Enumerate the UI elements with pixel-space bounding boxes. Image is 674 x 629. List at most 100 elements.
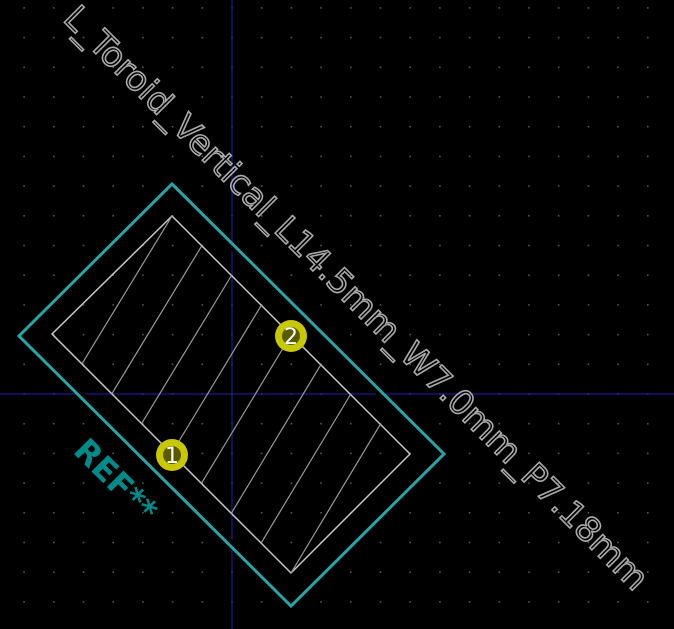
grid-dot: [557, 541, 560, 544]
grid-dot: [617, 7, 619, 9]
grid-dot: [557, 36, 560, 39]
grid-dot: [557, 304, 560, 306]
grid-dot: [439, 304, 441, 306]
grid-dot: [379, 185, 382, 187]
grid-dot: [647, 601, 649, 603]
grid-dot: [112, 333, 114, 336]
grid-dot: [82, 155, 85, 158]
grid-dot: [498, 244, 501, 247]
grid-dot: [379, 452, 382, 455]
grid-dot: [53, 155, 55, 158]
grid-dot: [201, 36, 204, 39]
grid-dot: [468, 482, 471, 484]
grid-dot: [439, 36, 441, 39]
grid-dot: [587, 244, 590, 247]
grid-dot: [647, 571, 649, 573]
grid-dot: [260, 274, 263, 276]
grid-dot: [82, 482, 85, 484]
grid-dot: [350, 571, 352, 573]
grid-dot: [53, 422, 55, 425]
grid-dot: [468, 36, 471, 39]
grid-dot: [498, 185, 501, 187]
grid-dot: [201, 96, 204, 98]
grid-dot: [617, 244, 619, 247]
grid-dot: [112, 482, 114, 484]
grid-dot: [260, 482, 263, 484]
reference-designator[interactable]: REF**: [66, 431, 165, 530]
grid-dot: [260, 333, 263, 336]
grid-dot: [23, 541, 25, 544]
grid-dot: [617, 36, 619, 39]
grid-dot: [439, 66, 441, 69]
grid-dot: [53, 96, 55, 98]
grid-dot: [23, 571, 25, 573]
grid-dot: [290, 96, 293, 98]
grid-dot: [409, 541, 411, 544]
grid-dot: [498, 36, 501, 39]
grid-dot: [201, 541, 204, 544]
grid-dot: [409, 96, 411, 98]
grid-dot: [439, 215, 441, 217]
grid-dot: [171, 96, 174, 98]
grid-dot: [439, 512, 441, 514]
grid-dot: [468, 244, 471, 247]
grid-dot: [439, 274, 441, 276]
grid-dot: [379, 36, 382, 39]
grid-dot: [290, 541, 293, 544]
grid-dot: [112, 215, 114, 217]
grid-dot: [557, 244, 560, 247]
grid-dot: [201, 125, 204, 128]
grid-dot: [23, 274, 25, 276]
grid-dot: [260, 125, 263, 128]
grid-dot: [409, 363, 411, 366]
grid-dot: [647, 452, 649, 455]
grid-dot: [647, 125, 649, 128]
grid-dot: [320, 125, 322, 128]
grid-dot: [290, 422, 293, 425]
grid-dot: [528, 66, 530, 69]
grid-dot: [587, 7, 590, 9]
grid-dot: [587, 155, 590, 158]
grid-dot: [142, 601, 144, 603]
grid-dot: [171, 304, 174, 306]
grid-dot: [468, 571, 471, 573]
grid-dot: [379, 7, 382, 9]
grid-dot: [53, 7, 55, 9]
pad-2[interactable]: 2: [275, 320, 307, 352]
grid-dot: [587, 571, 590, 573]
grid-dot: [498, 601, 501, 603]
grid-dot: [498, 482, 501, 484]
grid-dot: [379, 571, 382, 573]
grid-dot: [587, 601, 590, 603]
grid-dot: [468, 333, 471, 336]
grid-dot: [112, 571, 114, 573]
grid-dot: [379, 541, 382, 544]
grid-dot: [647, 304, 649, 306]
grid-dot: [557, 333, 560, 336]
grid-dot: [171, 66, 174, 69]
grid-dot: [53, 541, 55, 544]
grid-dot: [320, 66, 322, 69]
grid-dot: [350, 422, 352, 425]
courtyard-outline: [16, 181, 447, 609]
pad-1[interactable]: 1: [156, 439, 188, 471]
pad-1-number: 1: [165, 444, 179, 469]
grid-dot: [647, 333, 649, 336]
grid-dot: [409, 66, 411, 69]
grid-dot: [528, 215, 530, 217]
grid-dot: [23, 244, 25, 247]
grid-dot: [23, 452, 25, 455]
grid-dot: [112, 541, 114, 544]
grid-dot: [557, 363, 560, 366]
grid-dot: [528, 155, 530, 158]
winding-line: [230, 364, 322, 514]
grid-dot: [112, 185, 114, 187]
grid-dot: [647, 274, 649, 276]
grid-dot: [142, 363, 144, 366]
grid-dot: [171, 601, 174, 603]
grid-dot: [617, 422, 619, 425]
grid-dot: [498, 215, 501, 217]
grid-dot: [260, 96, 263, 98]
grid-dot: [53, 125, 55, 128]
